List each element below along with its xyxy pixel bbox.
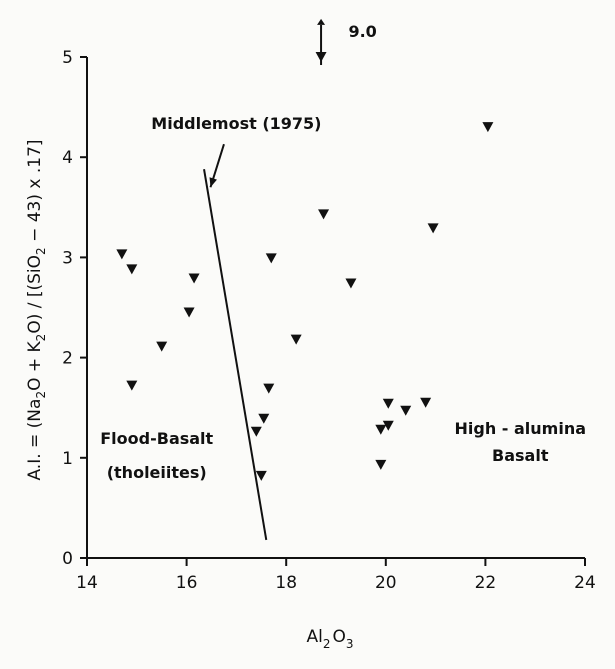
data-point: [290, 334, 302, 345]
annotation-label: Flood-Basalt: [100, 429, 213, 448]
data-point: [255, 470, 267, 481]
annotation-label: 9.0: [348, 22, 376, 41]
data-point: [382, 420, 394, 431]
data-point: [318, 209, 330, 220]
x-tick-label: 14: [76, 573, 98, 593]
x-tick-label: 16: [176, 573, 198, 593]
divider-line-group: [203, 169, 268, 541]
x-tick-label: 24: [574, 573, 596, 593]
tick-marks: [80, 56, 586, 566]
data-point: [188, 273, 200, 284]
axes-frame: [86, 57, 585, 559]
data-point: [382, 398, 394, 409]
annotation-label: High - alumina: [455, 419, 587, 438]
data-point: [126, 264, 138, 275]
y-axis-title: A.I. = (Na2O + K2O) / [(SiO2 − 43) x .17…: [25, 139, 48, 480]
data-point: [126, 380, 138, 391]
y-tick-label: 5: [62, 48, 73, 68]
annotation-label: (tholeiites): [107, 463, 207, 482]
data-point: [263, 383, 275, 394]
x-tick-label: 22: [475, 573, 497, 593]
data-point: [482, 122, 494, 133]
data-point: [250, 426, 262, 437]
annotation-label: Middlemost (1975): [151, 114, 321, 133]
annotation-label: Basalt: [492, 446, 549, 465]
data-point: [345, 278, 357, 289]
y-tick-label: 2: [62, 349, 73, 369]
data-point: [116, 249, 128, 260]
y-tick-label: 4: [62, 148, 73, 168]
y-tick-label: 0: [62, 549, 73, 569]
data-point: [400, 405, 412, 416]
y-tick-label: 3: [62, 248, 73, 268]
data-point: [427, 223, 439, 234]
x-tick-label: 20: [375, 573, 397, 593]
data-point: [265, 253, 277, 264]
offscale-arrow-head: [317, 18, 326, 25]
data-point: [375, 459, 387, 470]
middlemost-arrow-head: [209, 177, 217, 188]
y-tick-label: 1: [62, 449, 73, 469]
middlemost-divider-line: [203, 169, 268, 541]
data-point: [258, 413, 270, 424]
x-tick-label: 18: [275, 573, 297, 593]
tick-labels: 14 16 18 20 22 24 0 1 2 3 4 5: [62, 48, 596, 593]
data-point: [183, 307, 195, 318]
x-axis-title: Al2 O3: [306, 627, 353, 651]
data-point: [420, 397, 432, 408]
data-point: [375, 424, 387, 435]
annotations: Middlemost (1975) 9.0 Flood-Basalt (tholeii…: [100, 18, 587, 482]
data-point: [156, 341, 168, 352]
